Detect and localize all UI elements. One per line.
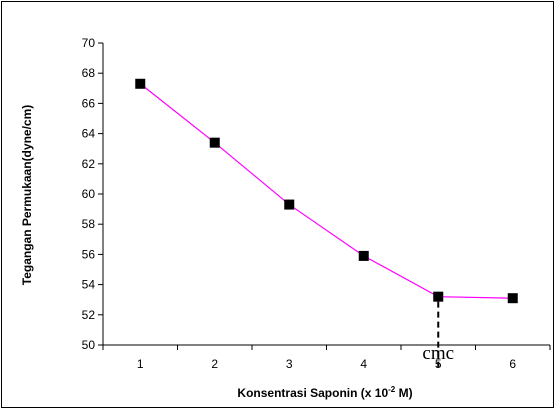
y-tick-label: 62	[82, 157, 96, 171]
data-point	[358, 250, 369, 261]
y-tick-label: 56	[82, 247, 96, 261]
data-point	[433, 291, 444, 302]
x-tick-label: 1	[137, 357, 144, 371]
y-tick-label: 64	[82, 127, 96, 141]
series-line	[139, 83, 513, 299]
data-point	[135, 78, 146, 89]
x-axis-title-exponent: -2	[388, 385, 396, 394]
cmc-annotation: cmc	[422, 343, 454, 364]
data-point	[209, 137, 220, 148]
chart-series	[135, 78, 518, 370]
y-tick-label: 68	[82, 66, 96, 80]
x-tick-label: 4	[360, 357, 367, 371]
x-axis-title-suffix: M)	[395, 386, 412, 400]
y-tick-label: 50	[82, 338, 96, 352]
data-point	[507, 293, 518, 304]
y-tick-label: 70	[82, 36, 96, 50]
x-tick-label: 3	[286, 357, 293, 371]
y-tick-label: 60	[82, 187, 96, 201]
y-tick-label: 66	[82, 96, 96, 110]
x-axis-title: Konsentrasi Saponin (x 10-2 M)	[237, 385, 412, 400]
y-tick-label: 52	[82, 308, 96, 322]
y-axis-title: Tegangan Permukaan(dyne/cm)	[20, 105, 34, 286]
x-tick-label: 5	[435, 357, 442, 371]
y-tick-label: 54	[82, 278, 96, 292]
x-tick-label: 6	[509, 357, 516, 371]
chart-axes	[98, 42, 551, 350]
x-axis-title-prefix: Konsentrasi Saponin (x 10	[237, 386, 388, 400]
y-tick-label: 58	[82, 217, 96, 231]
x-tick-label: 2	[211, 357, 218, 371]
data-point	[284, 199, 295, 210]
